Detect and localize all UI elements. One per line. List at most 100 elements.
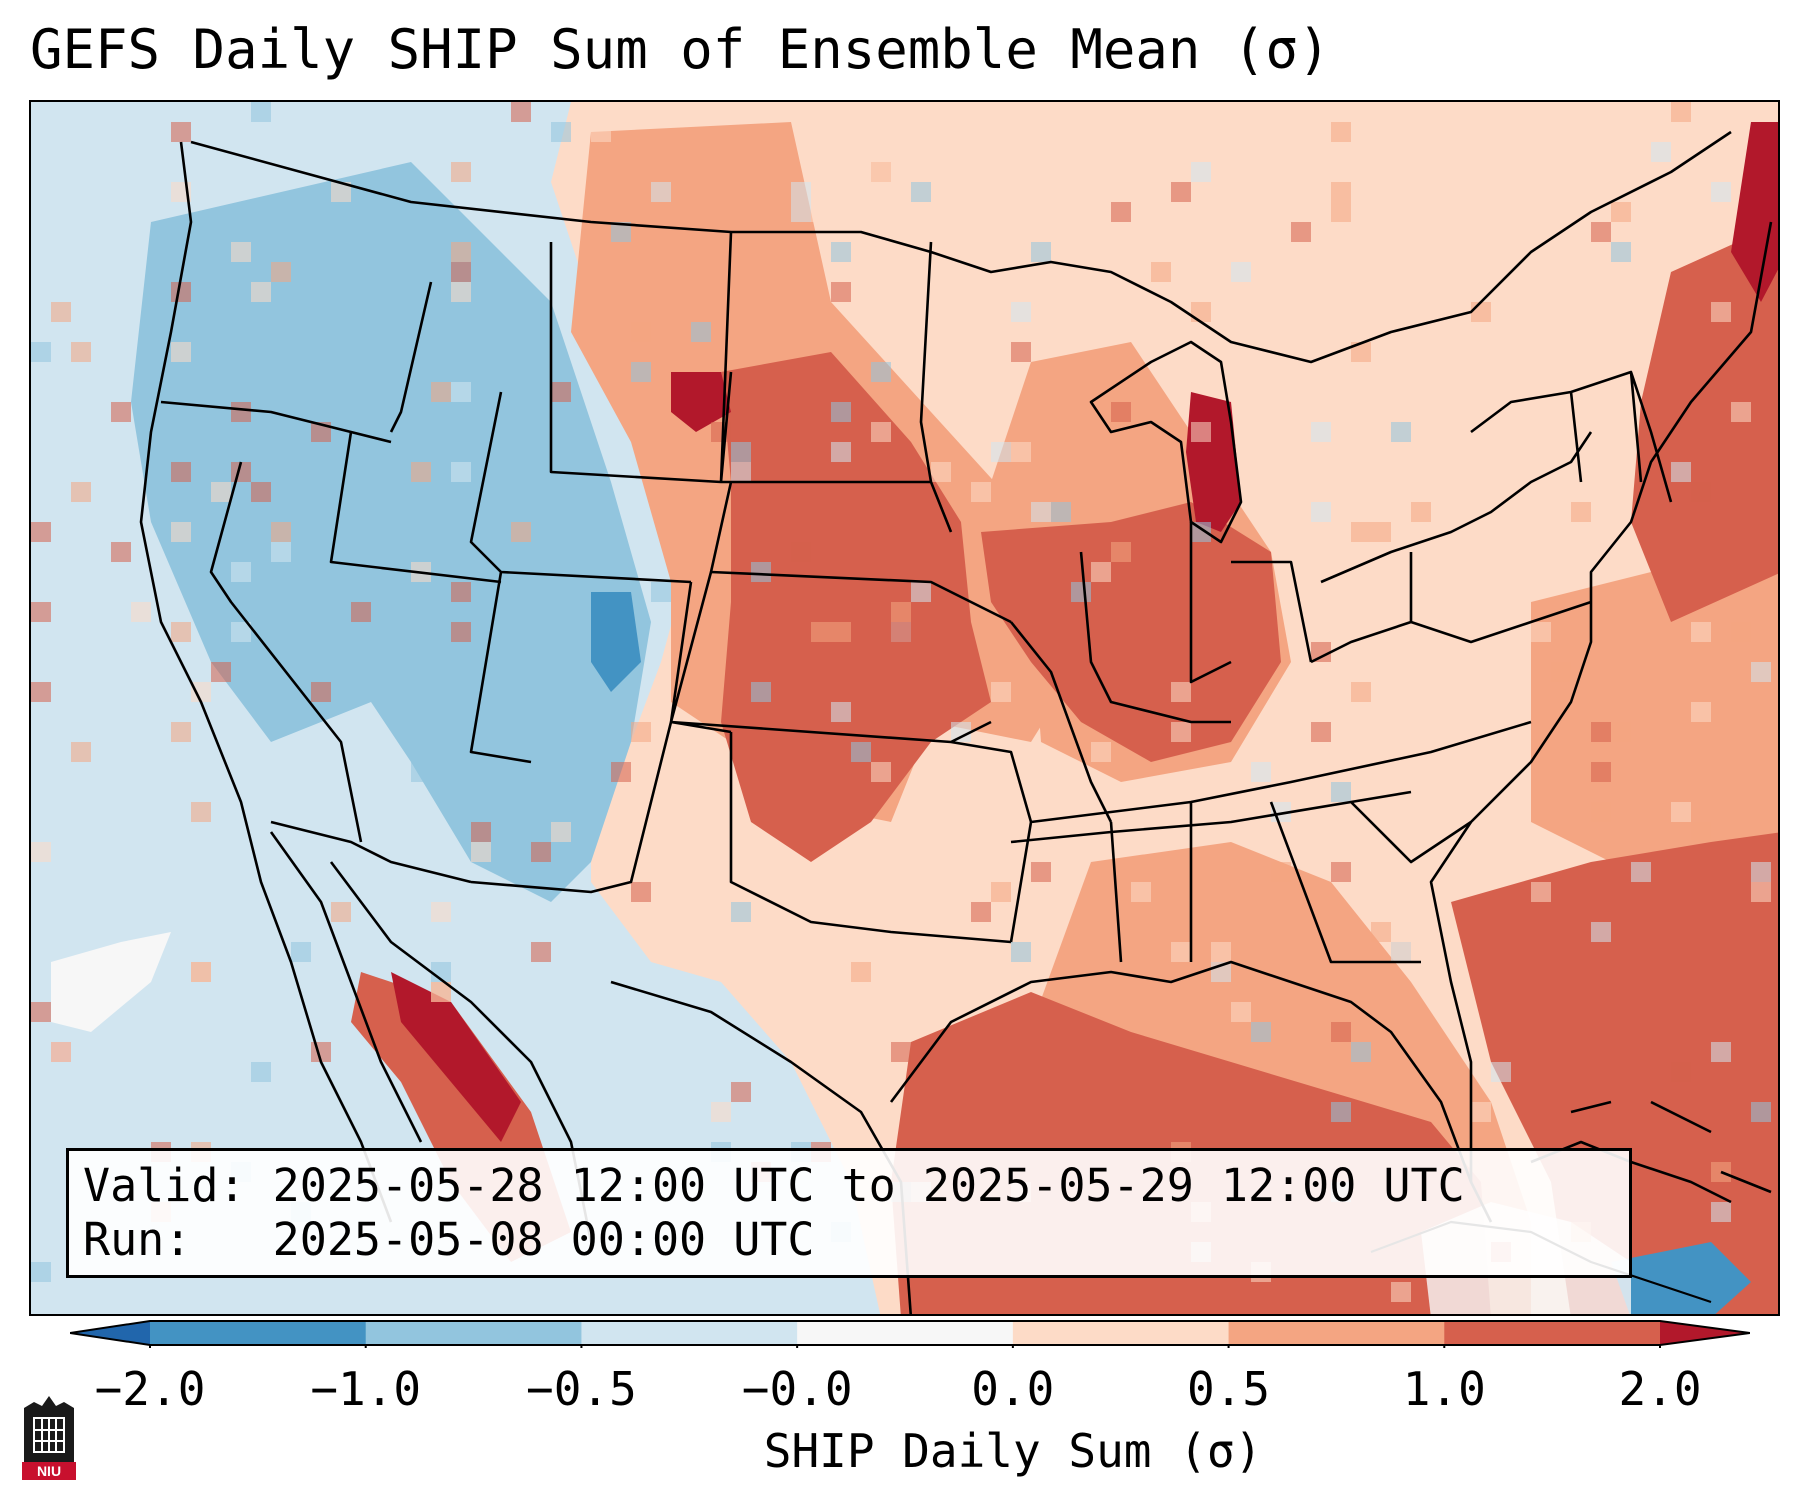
grid-cell: [971, 902, 991, 922]
grid-cell: [1371, 922, 1391, 942]
grid-cell: [51, 1042, 71, 1062]
grid-cell: [1171, 722, 1191, 742]
colorbar-tick-label: −2.0: [94, 1362, 206, 1416]
grid-cell: [611, 762, 631, 782]
grid-cell: [1531, 882, 1551, 902]
grid-cell: [1331, 782, 1351, 802]
grid-cell: [891, 602, 911, 622]
grid-cell: [111, 402, 131, 422]
grid-cell: [1531, 622, 1551, 642]
grid-cell: [1711, 182, 1731, 202]
grid-cell: [871, 362, 891, 382]
grid-cell: [1311, 642, 1331, 662]
grid-cell: [831, 702, 851, 722]
grid-cell: [1671, 802, 1691, 822]
grid-cell: [31, 522, 51, 542]
grid-cell: [1591, 762, 1611, 782]
grid-cell: [891, 1042, 911, 1062]
colorbar-tick-label: −1.0: [310, 1362, 422, 1416]
grid-cell: [891, 842, 911, 862]
grid-cell: [1191, 162, 1211, 182]
field-peak-mexico: [391, 972, 521, 1142]
colorbar-bin: [797, 1321, 1014, 1345]
grid-cell: [1711, 1042, 1731, 1062]
grid-cell: [631, 322, 651, 342]
grid-cell: [1391, 1282, 1411, 1302]
field-red-northeast: [1631, 223, 1778, 622]
grid-cell: [131, 602, 151, 622]
grid-cell: [551, 822, 571, 842]
grid-cell: [1291, 482, 1311, 502]
grid-cell: [1691, 702, 1711, 722]
grid-cell: [1691, 822, 1711, 842]
grid-cell: [311, 102, 331, 122]
grid-cell: [1211, 802, 1231, 822]
grid-cell: [211, 482, 231, 502]
grid-cell: [1111, 202, 1131, 222]
grid-cell: [1031, 862, 1051, 882]
field-peak-maine: [1731, 122, 1778, 302]
grid-cell: [731, 1082, 751, 1102]
ship-anomaly-map: [29, 100, 1780, 1316]
grid-cell: [31, 602, 51, 622]
grid-cell: [391, 562, 411, 582]
grid-cell: [1611, 202, 1631, 222]
grid-cell: [1591, 222, 1611, 242]
coast-gulf-us: [889, 960, 1493, 1223]
grid-cell: [1351, 342, 1371, 362]
colorbar-bin: [1444, 1321, 1661, 1345]
grid-cell: [951, 722, 971, 742]
valid-run-info-box: Valid: 2025-05-28 12:00 UTC to 2025-05-2…: [66, 1148, 1632, 1278]
grid-cell: [1171, 942, 1191, 962]
grid-cell: [1311, 502, 1331, 522]
field-red-atlantic: [1451, 832, 1778, 1314]
grid-cell: [291, 942, 311, 962]
grid-cell: [731, 442, 751, 462]
grid-cell: [711, 1102, 731, 1122]
grid-cell: [1191, 522, 1211, 542]
grid-cell: [231, 622, 251, 642]
grid-cell: [1011, 442, 1031, 462]
grid-cell: [271, 542, 291, 562]
grid-cell: [1671, 102, 1691, 122]
grid-cell: [791, 202, 811, 222]
colorbar-tick-label: 0.5: [1187, 1362, 1271, 1416]
grid-cell: [1651, 142, 1671, 162]
grid-cell: [531, 942, 551, 962]
grid-cell: [831, 622, 851, 642]
grid-cell: [351, 602, 371, 622]
grid-cell: [1411, 502, 1431, 522]
field-blue-west: [131, 162, 651, 902]
grid-cell: [871, 422, 891, 442]
field-blue-caribbean: [1611, 1242, 1751, 1314]
grid-cell: [31, 1002, 51, 1022]
grid-cell: [1251, 1022, 1271, 1042]
colorbar-tick-label: 0.0: [971, 1362, 1055, 1416]
grid-cell: [1551, 362, 1571, 382]
grid-cell: [831, 242, 851, 262]
grid-cell: [551, 122, 571, 142]
grid-cell: [871, 162, 891, 182]
colorbar-bin: [150, 1321, 367, 1345]
grid-cell: [1091, 562, 1111, 582]
grid-cell: [1711, 302, 1731, 322]
grid-cell: [651, 582, 671, 602]
colorbar-under-arrow: [70, 1321, 150, 1345]
grid-cell: [1611, 242, 1631, 262]
grid-cell: [811, 622, 831, 642]
grid-cell: [1571, 502, 1591, 522]
grid-cell: [511, 102, 531, 122]
valid-time-line: Valid: 2025-05-28 12:00 UTC to 2025-05-2…: [83, 1159, 1465, 1212]
grid-cell: [231, 402, 251, 422]
grid-cell: [711, 422, 731, 442]
grid-cell: [1591, 722, 1611, 742]
grid-cell: [191, 862, 211, 882]
grid-cell: [1491, 1062, 1511, 1082]
grid-cell: [1371, 522, 1391, 542]
grid-cell: [1131, 882, 1151, 902]
grid-cell: [251, 102, 271, 122]
grid-cell: [1591, 802, 1611, 822]
grid-cell: [911, 182, 931, 202]
grid-cell: [751, 682, 771, 702]
grid-cell: [631, 722, 651, 742]
